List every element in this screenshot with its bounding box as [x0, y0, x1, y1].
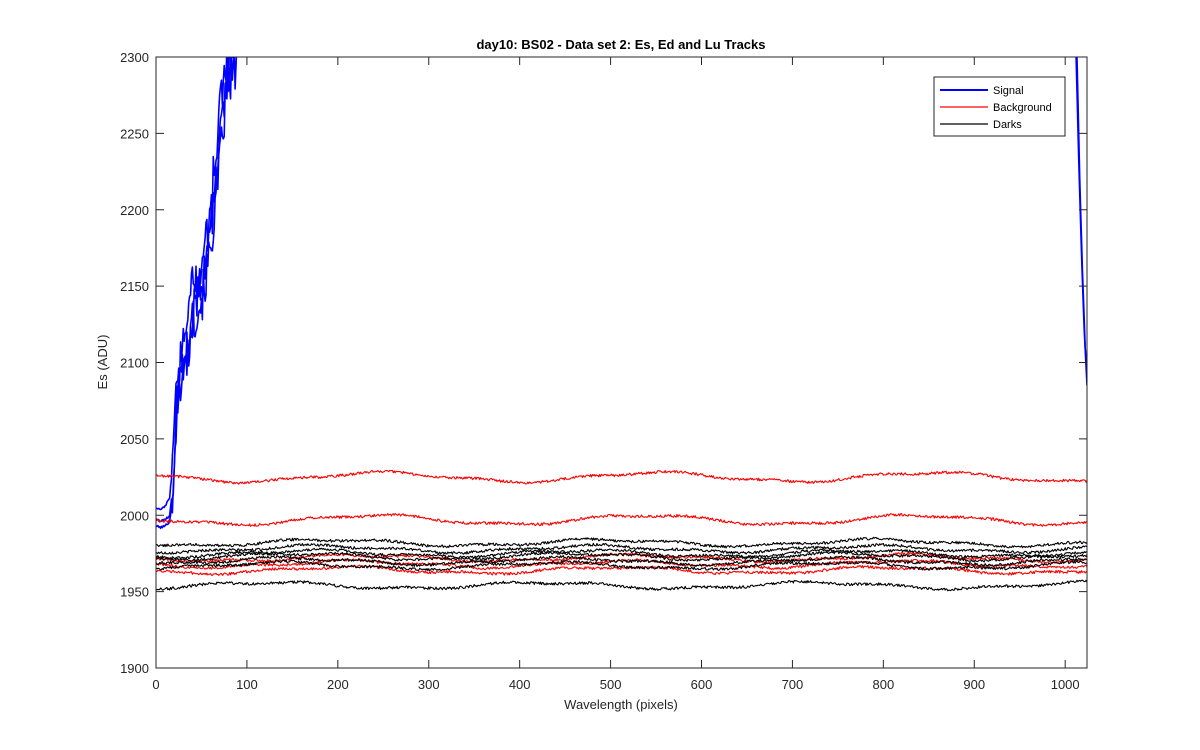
- ticks-layer: 0 100 200 300 400 500 600 700 800 900 1000 1900 1950…: [120, 50, 1087, 692]
- chart-title: day10: BS02 - Data set 2: Es, Ed and Lu …: [476, 37, 765, 52]
- x-tick-label: 700: [782, 677, 804, 692]
- x-tick-label: 0: [152, 677, 159, 692]
- series-line-darks: [156, 542, 1087, 555]
- y-tick-label: 1900: [120, 661, 149, 676]
- legend-label-darks: Darks: [993, 119, 1022, 131]
- x-tick-label: 400: [509, 677, 531, 692]
- y-tick-label: 2300: [120, 50, 149, 65]
- legend: Signal Background Darks: [933, 76, 1066, 137]
- legend-label-background: Background: [993, 102, 1052, 114]
- x-tick-label: 600: [691, 677, 713, 692]
- series-line-background: [156, 469, 1087, 485]
- legend-label-signal: Signal: [993, 85, 1024, 97]
- x-tick-label: 100: [236, 677, 258, 692]
- y-tick-label: 2200: [120, 203, 149, 218]
- x-axis-label: Wavelength (pixels): [564, 697, 678, 712]
- series-line-darks: [156, 559, 1087, 572]
- plot-area-background: [156, 57, 1087, 668]
- x-tick-label: 200: [327, 677, 349, 692]
- series-line-background: [156, 564, 1087, 576]
- series-line-darks: [156, 547, 1087, 560]
- series-layer: [156, 57, 1087, 592]
- series-line-signal: [156, 57, 234, 523]
- series-line-darks: [156, 550, 1087, 563]
- series-line-darks: [156, 579, 1087, 592]
- y-tick-label: 2100: [120, 356, 149, 371]
- x-tick-label: 500: [600, 677, 622, 692]
- plot-frame: [155, 56, 1088, 669]
- x-tick-label: 1000: [1051, 677, 1080, 692]
- y-tick-label: 2250: [120, 126, 149, 141]
- series-line-background: [156, 512, 1087, 527]
- series-line-signal: [1076, 57, 1087, 375]
- series-line-darks: [156, 536, 1087, 549]
- y-tick-label: 1950: [120, 585, 149, 600]
- y-tick-label: 2000: [120, 508, 149, 523]
- x-tick-label: 300: [418, 677, 440, 692]
- x-tick-label: 800: [872, 677, 894, 692]
- series-line-signal: [156, 57, 230, 511]
- y-axis-label: Es (ADU): [95, 335, 110, 390]
- x-tick-label: 900: [963, 677, 985, 692]
- y-tick-label: 2050: [120, 432, 149, 447]
- series-line-darks: [156, 554, 1087, 568]
- y-tick-label: 2150: [120, 279, 149, 294]
